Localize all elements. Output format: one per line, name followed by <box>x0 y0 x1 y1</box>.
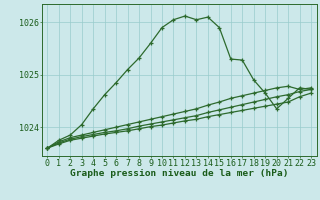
X-axis label: Graphe pression niveau de la mer (hPa): Graphe pression niveau de la mer (hPa) <box>70 169 288 178</box>
